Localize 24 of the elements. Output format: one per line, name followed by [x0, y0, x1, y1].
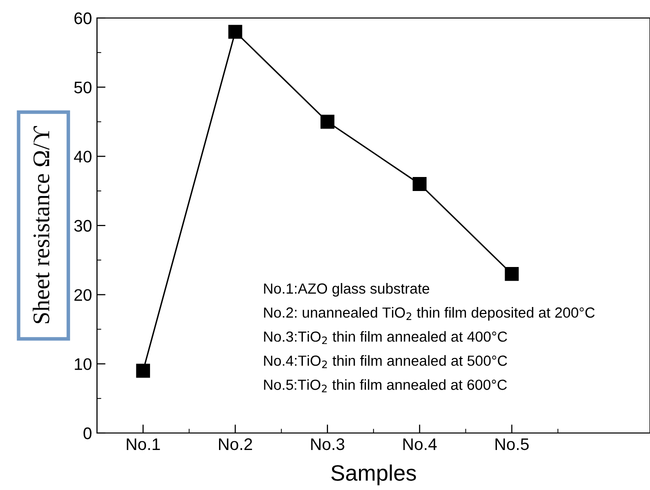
y-tick-label: 20 — [74, 289, 92, 301]
point — [504, 266, 519, 281]
x-axis-title: Samples — [331, 464, 416, 486]
annotation: No.1:AZO glass substrate — [264, 283, 430, 297]
x-tick-label: No.2 — [219, 438, 252, 450]
point — [136, 364, 150, 378]
x-tick-label: No.5 — [496, 438, 529, 450]
annotation: No.3:TiO$_{2}$ thin film annealed at 400°C — [264, 331, 508, 344]
y-tick-label: 50 — [74, 82, 92, 94]
point — [412, 177, 427, 191]
y-tick-label: 60 — [74, 12, 92, 24]
annotation: No.2: unannealed TiO$_{2}$ thin film deposited at 200°C — [264, 307, 595, 321]
x-tick-label: No.3 — [311, 438, 344, 450]
y-tick-label: 30 — [74, 220, 92, 232]
y-tick-label: 0 — [84, 427, 92, 440]
y-tick-label: 40 — [74, 150, 92, 163]
y-axis-title: Sheet resistance Ω/ϒ — [32, 126, 50, 324]
point — [320, 114, 334, 129]
annotation: No.4:TiO$_{2}$ thin film annealed at 500°C — [264, 355, 508, 368]
x-tick-label: No.1 — [126, 438, 160, 450]
point — [228, 24, 242, 39]
annotation: No.5:TiO$_{2}$ thin film annealed at 600°C — [264, 379, 507, 392]
x-tick-label: No.4 — [403, 438, 437, 450]
y-tick-label: 10 — [74, 358, 92, 370]
